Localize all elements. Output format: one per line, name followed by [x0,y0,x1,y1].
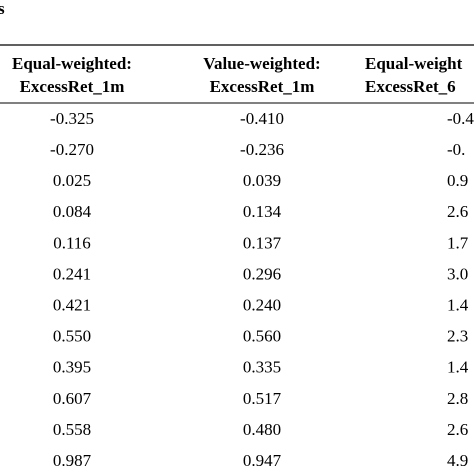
table-cell: 0.137 [243,233,282,252]
table-cell: 0.550 [53,327,91,346]
table-cell: 0.558 [53,420,91,439]
table-cell: 0.039 [243,171,281,190]
table-cell: -0.236 [240,140,284,159]
table-cell: 0.116 [53,233,91,252]
table-cell: 0.987 [53,451,92,470]
table-cell: 1.7 [447,233,469,252]
column-header: Value-weighted: [203,54,320,73]
table-cell: 2.6 [447,202,468,221]
column-header: ExcessRet_1m [210,77,315,96]
table-cell: 0.560 [243,327,281,346]
caption-fragment: s [0,0,5,18]
table-cell: -0.410 [240,109,284,128]
column-header: ExcessRet_1m [20,77,125,96]
table-cell: 2.8 [447,389,468,408]
table-cell: -0. [447,140,465,159]
table-cell: -0.4 [447,109,474,128]
table-cell: 0.480 [243,420,281,439]
table-cell: 0.296 [243,264,281,283]
table-cell: 0.025 [53,171,91,190]
column-header: Equal-weight [365,54,463,73]
table-cell: 0.947 [243,451,282,470]
table-cell: 0.335 [243,358,281,377]
column-header: ExcessRet_6 [365,77,456,96]
table-cell: 1.4 [447,358,469,377]
table-cell: 0.134 [243,202,282,221]
table-cell: 3.0 [447,264,468,283]
table-cell: 0.240 [243,296,281,315]
table-cell: -0.325 [50,109,94,128]
table-cell: 0.9 [447,171,468,190]
table-cell: -0.270 [50,140,94,159]
table-cell: 1.4 [447,296,469,315]
table-cell: 2.6 [447,420,468,439]
table-cell: 0.395 [53,358,91,377]
table-cell: 0.084 [53,202,92,221]
table-cell: 0.241 [53,264,91,283]
table-cell: 4.9 [447,451,468,470]
table-cell: 0.421 [53,296,91,315]
column-header: Equal-weighted: [12,54,132,73]
table-cell: 2.3 [447,327,468,346]
table-cell: 0.517 [243,389,282,408]
table-cell: 0.607 [53,389,92,408]
